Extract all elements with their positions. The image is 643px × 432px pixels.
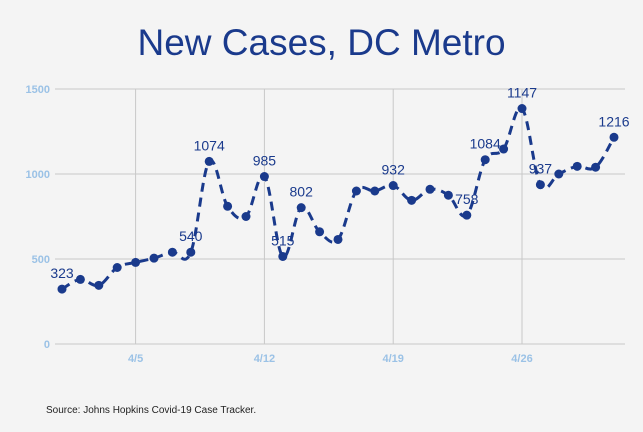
data-label: 932 [382,162,406,178]
data-point [572,161,582,171]
data-point [204,156,214,166]
data-point [167,247,177,257]
data-point [315,227,325,237]
data-point [535,180,545,190]
data-point [591,162,601,172]
source-note: Source: Johns Hopkins Covid-19 Case Trac… [46,405,257,416]
data-point [554,169,564,179]
data-point [186,247,196,257]
data-point [388,181,398,191]
y-tick-label: 1500 [26,84,50,96]
data-label: 323 [50,265,74,281]
data-label: 937 [529,161,553,177]
data-point [370,186,380,196]
data-label: 985 [253,153,277,169]
x-tick-label: 4/26 [511,353,532,365]
series-line [61,106,616,291]
data-label: 1147 [507,85,537,101]
data-label: 758 [455,191,479,207]
y-tick-label: 0 [44,339,50,351]
x-tick-label: 4/5 [128,353,143,365]
data-point [609,132,619,142]
x-tick-label: 4/12 [254,353,275,365]
data-point [351,186,361,196]
data-point [517,104,527,114]
data-point [407,195,417,205]
data-point [112,263,122,272]
data-point [259,172,269,182]
data-point [480,155,490,165]
y-tick-label: 1000 [26,169,50,181]
data-point [149,253,159,263]
data-point [425,184,435,194]
data-point [499,144,509,154]
data-label: 1084 [470,136,501,152]
data-label: 1074 [194,137,225,153]
data-point [75,274,85,284]
data-point [223,201,233,211]
x-tick-label: 4/19 [382,353,403,365]
data-point [241,212,251,221]
data-label: 1216 [598,113,629,129]
data-label: 802 [290,184,314,200]
data-label: 540 [179,228,203,244]
data-point [278,251,288,261]
data-point [296,203,306,213]
data-point [443,190,453,200]
data-point [94,280,104,290]
data-point [333,234,343,244]
data-point [131,257,141,267]
data-point [57,284,67,294]
data-label: 515 [271,232,295,248]
y-tick-label: 500 [32,254,50,266]
data-point [462,210,472,220]
chart-title: New Cases, DC Metro [137,22,506,63]
